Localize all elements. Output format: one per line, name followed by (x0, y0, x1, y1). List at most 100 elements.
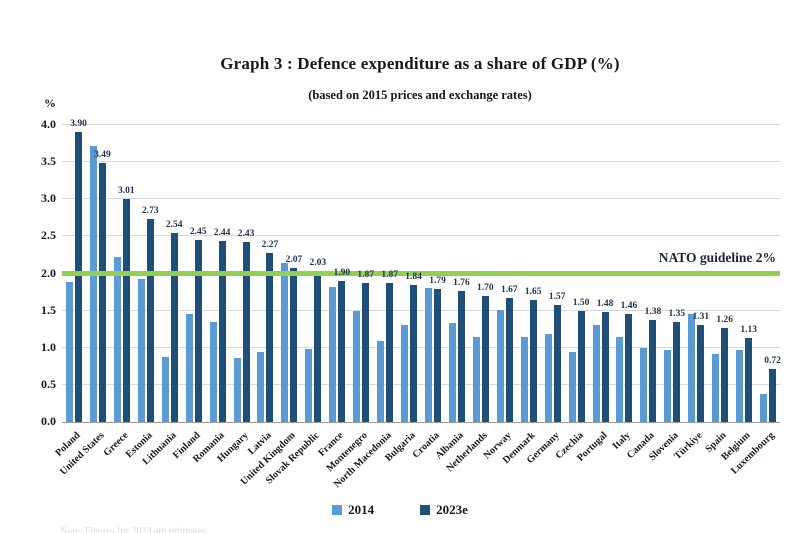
bar-2014-slovenia (664, 349, 672, 422)
gridline (62, 198, 780, 200)
y-tick-2.5: 2.5 (41, 228, 56, 243)
nato-guideline-label: NATO guideline 2% (658, 250, 776, 265)
data-label-italy: 1.46 (620, 300, 638, 311)
bar-2014-germany (544, 334, 552, 422)
x-axis-line (62, 422, 780, 423)
footnote-partial: Note: Figures for 2023 are estimates. (60, 526, 209, 533)
bar-2023e-greece (122, 198, 130, 422)
data-label-romania: 2.44 (213, 227, 231, 238)
data-label-greece: 3.01 (118, 185, 135, 196)
bar-2023e-romania (218, 240, 226, 422)
bar-2023e-spain (721, 328, 729, 422)
data-label-united-kingdom: 2.07 (285, 255, 303, 266)
data-label-denmark: 1.65 (524, 286, 542, 297)
chart-subtitle: (based on 2015 prices and exchange rates… (308, 88, 532, 102)
bar-2014-montenegro (353, 310, 361, 422)
data-label-estonia: 2.73 (141, 206, 159, 217)
data-label-montenegro: 1.87 (357, 270, 374, 281)
y-tick-3.0: 3.0 (41, 191, 56, 206)
bar-2014-bulgaria (401, 324, 409, 422)
legend-item-2014: 2014 (332, 502, 374, 518)
bar-2014-romania (209, 321, 217, 422)
data-label-poland: 3.90 (70, 119, 87, 130)
bar-2023e-türkiye (697, 324, 705, 422)
bar-2023e-portugal (601, 312, 609, 422)
bar-2023e-poland (75, 132, 82, 422)
legend-swatch-icon (420, 505, 431, 515)
bar-2023e-norway (505, 298, 513, 422)
legend-swatch-icon (332, 505, 343, 515)
y-tick-2.0: 2.0 (41, 265, 56, 280)
data-label-spain: 1.26 (716, 315, 733, 326)
bar-2014-slovak-republic (305, 348, 313, 422)
bar-2014-poland (66, 282, 73, 422)
bar-2014-spain (712, 353, 720, 422)
data-label-croatia: 1.79 (429, 276, 446, 287)
data-label-hungary: 2.43 (237, 228, 255, 239)
gridline (62, 309, 780, 311)
bar-2023e-germany (553, 305, 561, 422)
bar-2014-finland (185, 314, 193, 422)
bar-2023e-luxembourg (769, 368, 777, 422)
legend-label: 2023e (436, 502, 468, 517)
y-tick-0.5: 0.5 (41, 376, 56, 391)
y-axis-unit-label: % (44, 96, 56, 110)
bar-2023e-united-kingdom (290, 268, 298, 422)
bar-2023e-croatia (434, 289, 441, 422)
bar-2023e-finland (194, 240, 202, 422)
bar-2014-latvia (257, 352, 265, 422)
bar-2014-greece (113, 257, 121, 422)
bar-2014-united-kingdom (281, 263, 289, 422)
y-tick-3.5: 3.5 (41, 154, 56, 169)
chart-title: Graph 3 : Defence expenditure as a share… (220, 54, 620, 73)
bar-2014-united-states (89, 145, 97, 422)
data-label-netherlands: 1.70 (477, 282, 494, 293)
bar-2014-portugal (592, 324, 600, 422)
bar-2023e-bulgaria (410, 285, 418, 422)
bar-2014-hungary (233, 358, 241, 422)
data-label-belgium: 1.13 (740, 325, 757, 336)
bar-2014-lithuania (161, 356, 169, 422)
bar-2023e-italy (625, 313, 633, 422)
legend-label: 2014 (348, 502, 375, 517)
bar-2014-norway (496, 309, 504, 422)
y-tick-4.0: 4.0 (41, 117, 56, 131)
bar-2014-croatia (425, 287, 432, 422)
bar-2014-türkiye (688, 314, 696, 422)
bar-2023e-latvia (266, 253, 274, 422)
data-label-slovak-republic: 2.03 (309, 258, 327, 269)
bar-2023e-belgium (745, 338, 753, 422)
bar-2023e-hungary (242, 241, 250, 422)
data-label-türkiye: 1.31 (692, 311, 710, 322)
data-label-lithuania: 2.54 (165, 220, 183, 231)
gridline (62, 346, 780, 348)
bar-2014-denmark (520, 336, 528, 422)
data-label-norway: 1.67 (500, 285, 518, 296)
bar-2014-italy (616, 337, 624, 422)
data-label-united-states: 3.49 (94, 149, 111, 160)
bar-2023e-slovenia (673, 321, 681, 422)
bar-2014-estonia (137, 278, 145, 422)
bar-2014-albania (448, 322, 456, 422)
bar-2023e-canada (649, 319, 657, 422)
data-label-bulgaria: 1.84 (405, 272, 422, 283)
chart-legend: 2014 2023e (0, 502, 800, 518)
bar-2023e-netherlands (481, 295, 489, 422)
data-label-slovenia: 1.35 (668, 308, 686, 319)
legend-item-2023e: 2023e (420, 502, 468, 518)
gridline (62, 383, 780, 385)
y-tick-1.5: 1.5 (41, 302, 56, 317)
bar-2023e-united-states (98, 162, 106, 422)
bar-2023e-lithuania (170, 233, 178, 422)
data-label-czechia: 1.50 (572, 297, 590, 308)
data-label-luxembourg: 0.72 (764, 355, 781, 366)
data-label-latvia: 2.27 (261, 240, 279, 251)
bar-2023e-montenegro (362, 283, 370, 422)
bar-2023e-estonia (146, 219, 154, 422)
bar-2023e-france (338, 280, 346, 422)
gridline (62, 124, 780, 125)
bar-2014-luxembourg (760, 393, 768, 422)
bar-2023e-denmark (529, 299, 537, 422)
gridline (62, 235, 780, 237)
